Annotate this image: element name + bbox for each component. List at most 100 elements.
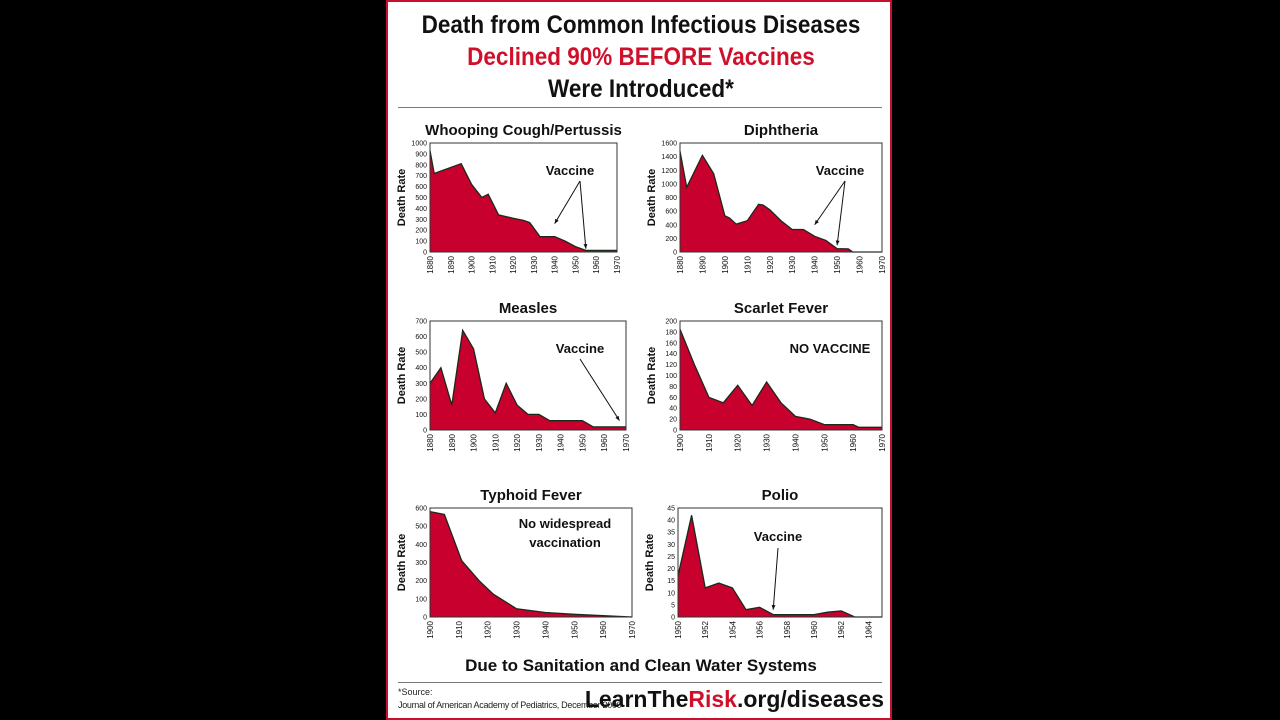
- vaccine-arrow: [814, 180, 846, 226]
- y-tick-label: 100: [415, 412, 427, 419]
- x-tick-label: 1920: [484, 620, 493, 638]
- y-tick-label: 1200: [661, 168, 677, 175]
- x-tick-label: 1920: [734, 433, 743, 451]
- y-tick-label: 400: [415, 206, 427, 213]
- chart-title: Typhoid Fever: [480, 487, 582, 504]
- x-tick-label: 1900: [676, 433, 685, 451]
- chart-title: Diphtheria: [744, 122, 819, 139]
- plot-frame: [679, 320, 883, 431]
- x-tick-label: 1950: [578, 433, 587, 451]
- annotation-text: vaccination: [529, 535, 601, 550]
- arrowhead-icon: [814, 219, 819, 225]
- x-tick-label: 1952: [701, 620, 710, 638]
- x-tick-label: 1930: [513, 620, 522, 638]
- y-tick-label: 700: [415, 319, 427, 326]
- y-tick-label: 0: [671, 615, 675, 622]
- y-tick-label: 0: [423, 615, 427, 622]
- x-tick-label: 1910: [491, 433, 500, 451]
- y-tick-label: 1000: [661, 181, 677, 188]
- x-tick-label: 1940: [811, 255, 820, 273]
- y-tick-label: 400: [665, 222, 677, 229]
- y-tick-label: 1600: [661, 141, 677, 148]
- chart-whooping-cough-pertussis: Whooping Cough/Pertussis Death Rate 0 100 20…: [396, 122, 622, 274]
- x-tick-label: 1890: [447, 255, 456, 273]
- area-series: [680, 151, 882, 252]
- area-series: [430, 150, 617, 252]
- source-label: *Source:: [398, 687, 433, 697]
- plot-frame: [429, 142, 618, 253]
- annotation-text: Vaccine: [546, 163, 594, 178]
- x-tick-label: 1930: [763, 433, 772, 451]
- x-tick-label: 1880: [426, 255, 435, 273]
- y-tick-label: 0: [423, 428, 427, 435]
- y-tick-label: 900: [415, 151, 427, 158]
- x-tick-label: 1970: [613, 255, 622, 273]
- y-tick-label: 300: [415, 217, 427, 224]
- x-tick-label: 1960: [599, 620, 608, 638]
- y-tick-label: 800: [665, 195, 677, 202]
- area-series: [680, 329, 882, 430]
- y-tick-label: 1000: [411, 141, 427, 148]
- x-tick-label: 1960: [600, 433, 609, 451]
- y-tick-label: 10: [667, 590, 675, 597]
- y-tick-label: 45: [667, 506, 675, 513]
- vaccine-arrow: [772, 547, 779, 610]
- x-tick-label: 1910: [488, 255, 497, 273]
- y-axis-label: Death Rate: [644, 534, 656, 591]
- x-tick-label: 1964: [864, 620, 873, 638]
- chart-title: Measles: [499, 300, 557, 317]
- y-tick-label: 600: [415, 506, 427, 513]
- x-tick-label: 1970: [878, 255, 887, 273]
- y-tick-label: 600: [665, 209, 677, 216]
- vaccine-arrow: [579, 358, 620, 421]
- y-tick-label: 35: [667, 530, 675, 537]
- header-divider: [398, 107, 882, 108]
- x-tick-label: 1930: [535, 433, 544, 451]
- x-tick-label: 1880: [676, 255, 685, 273]
- chart-scarlet-fever: Scarlet Fever Death Rate 0 20 40 60 80 100 120 14…: [646, 300, 887, 452]
- y-tick-label: 500: [415, 195, 427, 202]
- x-tick-label: 1950: [674, 620, 683, 638]
- y-tick-label: 400: [415, 365, 427, 372]
- x-tick-label: 1970: [622, 433, 631, 451]
- url-part-1: LearnThe: [584, 686, 689, 712]
- website-url[interactable]: LearnTheRisk.org/diseases: [585, 686, 884, 713]
- headline-line-2: Declined 90% BEFORE Vaccines: [467, 43, 815, 71]
- x-tick-label: 1920: [766, 255, 775, 273]
- x-tick-label: 1910: [743, 255, 752, 273]
- vaccine-arrow: [579, 180, 587, 249]
- chart-title: Scarlet Fever: [734, 300, 828, 317]
- y-tick-label: 20: [669, 417, 677, 424]
- chart-polio: Polio Death Rate 0 5 10 15 20 25 30 35 40 45 1950 195…: [644, 487, 883, 639]
- x-tick-label: 1890: [698, 255, 707, 273]
- y-tick-label: 300: [415, 381, 427, 388]
- x-tick-label: 1890: [448, 433, 457, 451]
- arrowhead-icon: [583, 243, 588, 249]
- x-tick-label: 1960: [810, 620, 819, 638]
- y-tick-label: 40: [667, 518, 675, 525]
- x-tick-label: 1930: [788, 255, 797, 273]
- x-tick-label: 1920: [509, 255, 518, 273]
- plot-frame: [429, 507, 633, 618]
- y-axis-label: Death Rate: [396, 347, 408, 404]
- y-tick-label: 160: [665, 340, 677, 347]
- x-tick-label: 1900: [426, 620, 435, 638]
- headline-line-1: Death from Common Infectious Diseases: [421, 11, 861, 39]
- series-line: [429, 150, 617, 252]
- y-tick-label: 40: [669, 406, 677, 413]
- annotation-text: Vaccine: [816, 163, 864, 178]
- y-axis-label: Death Rate: [396, 534, 408, 591]
- series-line: [429, 510, 633, 618]
- y-tick-label: 400: [415, 542, 427, 549]
- y-tick-label: 700: [415, 173, 427, 180]
- x-tick-label: 1940: [791, 433, 800, 451]
- url-part-2: Risk: [688, 686, 737, 712]
- plot-frame: [677, 507, 883, 618]
- x-tick-label: 1910: [705, 433, 714, 451]
- y-tick-label: 20: [667, 566, 675, 573]
- x-tick-label: 1900: [470, 433, 479, 451]
- chart-measles: Measles Death Rate 0 100 200 300 400 500 600 700 1…: [396, 300, 631, 452]
- x-tick-label: 1900: [468, 255, 477, 273]
- annotation-text: No widespread: [519, 516, 612, 531]
- chart-title: Whooping Cough/Pertussis: [425, 122, 622, 139]
